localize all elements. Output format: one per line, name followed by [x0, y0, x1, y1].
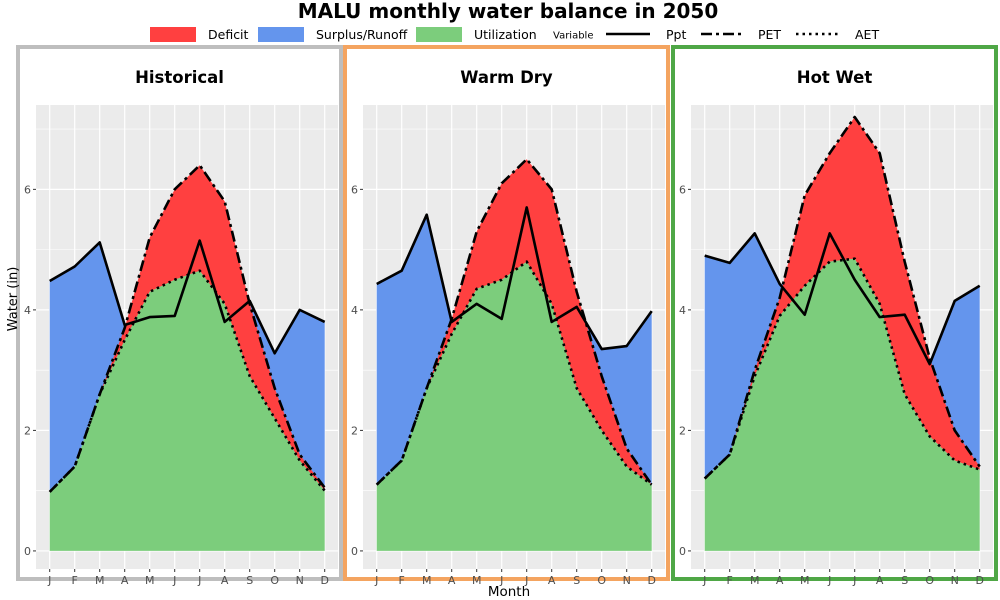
ppt-line-historical: [49, 239, 326, 355]
x-tick-label-hot_wet: M: [800, 574, 810, 587]
y-tick-label-hot_wet: 0: [679, 545, 686, 558]
chart-title: MALU monthly water balance in 2050: [298, 0, 719, 23]
y-tick-label-historical: 4: [24, 304, 31, 317]
x-tick-label-hot_wet: F: [727, 574, 733, 587]
deficit-area-hot_wet: [704, 117, 980, 479]
x-tick-label-historical: J: [172, 574, 176, 587]
pet-line-warm_dry: [375, 157, 653, 486]
x-tick-label-warm_dry: J: [524, 574, 528, 587]
y-tick-label-warm_dry: 2: [351, 424, 358, 437]
x-tick-label-historical: S: [246, 574, 253, 587]
panel-warm_dry: Warm Dry 0 2 4 6 J F M A M J J A S O N D: [343, 45, 670, 587]
x-tick-label-hot_wet: S: [901, 574, 908, 587]
legend-swatch-utilization: [416, 27, 462, 42]
x-tick-label-warm_dry: M: [472, 574, 482, 587]
legend-variable-title: Variable: [553, 31, 594, 42]
utilization-area-hot_wet: [704, 258, 980, 551]
x-tick-label-historical: J: [197, 574, 201, 587]
x-tick-label-warm_dry: A: [548, 574, 556, 587]
panel-hot_wet: Hot Wet 0 2 4 6 J F M A M J J A S O N D: [671, 45, 998, 587]
x-tick-label-warm_dry: J: [499, 574, 503, 587]
legend-swatch-surplus: [258, 27, 304, 42]
utilization-area-warm_dry: [376, 261, 652, 551]
x-tick-label-historical: N: [296, 574, 304, 587]
x-tick-label-hot_wet: O: [925, 574, 934, 587]
x-tick-label-warm_dry: S: [573, 574, 580, 587]
y-axis-label: Water (in): [6, 267, 21, 332]
x-tick-label-warm_dry: F: [399, 574, 405, 587]
y-tick-label-hot_wet: 2: [679, 424, 686, 437]
aet-line-hot_wet: [703, 257, 981, 480]
panel-historical: Historical 0 2 4 6 J F M A M J J A S O N D: [16, 45, 343, 587]
legend-label-pet: PET: [758, 27, 781, 42]
legend-label-ppt: Ppt: [666, 27, 686, 42]
panels: Historical 0 2 4 6 J F M A M J J A S O N D Warm Dry 0 2 4 6 J F…: [16, 45, 998, 587]
x-tick-label-hot_wet: J: [852, 574, 856, 587]
x-tick-label-warm_dry: J: [374, 574, 378, 587]
y-tick-label-hot_wet: 4: [679, 304, 686, 317]
x-tick-label-hot_wet: J: [827, 574, 831, 587]
panel-title-hot_wet: Hot Wet: [797, 68, 873, 87]
ppt-line-hot_wet: [704, 232, 981, 366]
x-tick-label-hot_wet: M: [750, 574, 760, 587]
legend-label-utilization: Utilization: [474, 27, 537, 42]
panel-title-warm_dry: Warm Dry: [460, 68, 553, 87]
x-tick-label-warm_dry: N: [623, 574, 631, 587]
y-tick-label-historical: 6: [24, 183, 31, 196]
y-tick-label-warm_dry: 0: [351, 545, 358, 558]
panel-title-historical: Historical: [135, 68, 224, 87]
legend: Deficit Surplus/Runoff Utilization Varia…: [150, 27, 879, 42]
x-tick-label-warm_dry: A: [448, 574, 456, 587]
utilization-area-historical: [49, 270, 325, 551]
legend-label-deficit: Deficit: [208, 27, 249, 42]
x-tick-label-hot_wet: N: [951, 574, 959, 587]
x-tick-label-historical: D: [320, 574, 328, 587]
x-tick-label-hot_wet: J: [702, 574, 706, 587]
x-tick-label-warm_dry: D: [647, 574, 655, 587]
y-tick-label-historical: 2: [24, 424, 31, 437]
ppt-line-warm_dry: [376, 206, 653, 351]
y-tick-label-warm_dry: 4: [351, 304, 358, 317]
legend-label-surplus: Surplus/Runoff: [316, 27, 408, 42]
x-tick-label-historical: M: [95, 574, 105, 587]
x-tick-label-historical: M: [145, 574, 155, 587]
x-tick-label-historical: A: [221, 574, 229, 587]
x-tick-label-hot_wet: A: [776, 574, 784, 587]
x-tick-label-historical: A: [121, 574, 129, 587]
x-tick-label-historical: J: [47, 574, 51, 587]
x-tick-label-historical: F: [72, 574, 78, 587]
x-axis-label: Month: [488, 584, 530, 600]
deficit-area-historical: [49, 165, 325, 492]
x-tick-label-warm_dry: M: [422, 574, 432, 587]
x-tick-label-hot_wet: D: [975, 574, 983, 587]
deficit-area-warm_dry: [376, 159, 652, 485]
surplus-area-hot_wet: [704, 233, 980, 479]
x-tick-label-historical: O: [270, 574, 279, 587]
y-tick-label-historical: 0: [24, 545, 31, 558]
y-tick-label-hot_wet: 6: [679, 183, 686, 196]
legend-label-aet: AET: [855, 27, 879, 42]
y-tick-label-warm_dry: 6: [351, 183, 358, 196]
pet-line-hot_wet: [703, 115, 981, 480]
x-tick-label-warm_dry: O: [597, 574, 606, 587]
x-tick-label-hot_wet: A: [876, 574, 884, 587]
legend-swatch-deficit: [150, 27, 196, 42]
